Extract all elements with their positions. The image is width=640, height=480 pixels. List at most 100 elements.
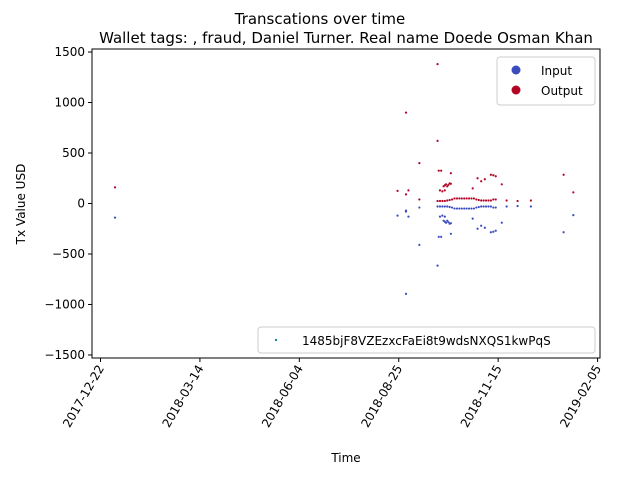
output-point [444, 183, 448, 186]
input-point [443, 205, 446, 208]
output-point [500, 183, 503, 186]
legend-top: Input Output [496, 56, 596, 106]
y-tick-label: −1500 [44, 348, 85, 362]
output-point [487, 199, 490, 202]
input-point [449, 232, 452, 235]
input-point [436, 205, 439, 208]
input-point [458, 207, 461, 210]
input-point [449, 222, 452, 225]
output-point [455, 197, 459, 200]
input-point [470, 207, 473, 210]
legend-address-marker [274, 338, 278, 342]
input-point [494, 206, 497, 209]
output-point [472, 197, 476, 200]
input-point [460, 207, 463, 210]
chart-subtitle: Wallet tags: , fraud, Daniel Turner. Rea… [99, 29, 593, 47]
output-point [443, 189, 446, 192]
legend-top-box [496, 56, 596, 106]
data-points [113, 63, 575, 295]
input-point [436, 264, 439, 267]
output-point [484, 199, 488, 202]
input-point [437, 235, 440, 238]
output-point [443, 199, 446, 203]
input-point [453, 207, 456, 210]
output-point [418, 162, 421, 165]
input-point [562, 231, 565, 234]
input-point [444, 221, 448, 224]
output-point [494, 198, 497, 201]
input-point [441, 205, 444, 208]
output-point [446, 185, 449, 188]
legend-input-label: Input [541, 64, 572, 78]
output-point [436, 63, 439, 66]
output-point [489, 173, 492, 176]
y-tick-label: 1000 [54, 96, 85, 110]
legend-address-label: 1485bjF8VZEzxcFaEi8t9wdsNXQS1kwPqS [302, 334, 551, 348]
input-point [113, 216, 117, 219]
input-point [443, 215, 446, 218]
input-point [447, 221, 450, 224]
input-point [440, 235, 443, 238]
y-axis-ticks: −1500 −1000 −500 0 500 1000 1500 [44, 45, 92, 362]
output-point [494, 175, 497, 178]
input-point [483, 226, 486, 229]
output-point [470, 197, 473, 200]
y-tick-label: 500 [62, 146, 85, 160]
input-point [489, 231, 492, 234]
y-tick-label: 0 [77, 197, 85, 211]
input-point [438, 205, 442, 208]
output-point [483, 178, 486, 181]
input-point [482, 205, 485, 208]
input-point [455, 207, 459, 210]
output-point [460, 197, 463, 200]
output-point [467, 197, 471, 200]
output-point [572, 191, 575, 194]
output-point [407, 189, 410, 192]
input-point [492, 206, 495, 209]
input-point [450, 206, 454, 209]
input-point [476, 227, 479, 230]
output-point [441, 190, 444, 193]
legend-bottom-box [257, 326, 596, 354]
input-point [441, 214, 444, 217]
output-point [465, 197, 468, 200]
legend-bottom: 1485bjF8VZEzxcFaEi8t9wdsNXQS1kwPqS [257, 326, 596, 354]
input-point [516, 204, 519, 208]
y-tick-label: 1500 [54, 45, 85, 59]
output-point [441, 199, 444, 203]
output-point [463, 197, 466, 200]
output-point [448, 198, 451, 202]
input-point [500, 221, 503, 224]
output-point [436, 139, 439, 142]
input-point [487, 205, 490, 208]
x-tick-label: 2018-08-25 [358, 363, 405, 430]
input-point [404, 292, 408, 295]
input-point [494, 229, 497, 232]
input-point [472, 207, 476, 210]
input-point [446, 219, 449, 222]
input-point [404, 209, 408, 212]
x-tick-label: 2017-12-22 [60, 363, 107, 430]
input-point [477, 205, 480, 209]
legend-output-label: Output [541, 84, 583, 98]
output-point [396, 189, 399, 192]
output-point [113, 186, 117, 189]
output-point [446, 199, 449, 202]
output-point [449, 172, 452, 175]
input-point [446, 205, 449, 208]
output-point [450, 198, 454, 201]
input-point [492, 230, 495, 233]
output-point [471, 187, 474, 190]
input-point [475, 206, 478, 209]
output-point [477, 198, 480, 202]
x-tick-label: 2018-11-15 [458, 363, 505, 430]
chart-title: Transcations over time [234, 10, 406, 28]
input-point [418, 243, 421, 246]
x-axis-ticks: 2017-12-22 2018-03-14 2018-06-04 2018-08-25… [60, 358, 604, 430]
input-point [438, 215, 442, 218]
output-point [480, 180, 483, 183]
output-point [482, 199, 485, 202]
input-point [467, 207, 471, 210]
input-point [505, 205, 508, 208]
output-point [440, 169, 443, 172]
